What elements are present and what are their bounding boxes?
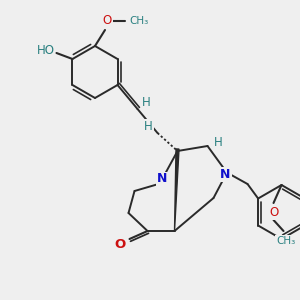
Text: O: O (269, 206, 278, 220)
Polygon shape (175, 149, 179, 231)
Text: CH₃: CH₃ (129, 16, 148, 26)
Text: N: N (157, 172, 168, 185)
Text: O: O (114, 238, 125, 250)
Text: H: H (142, 95, 151, 109)
Text: H: H (144, 119, 153, 133)
Text: N: N (220, 167, 231, 181)
Text: HO: HO (37, 44, 55, 58)
Text: CH₃: CH₃ (276, 236, 295, 246)
Text: O: O (102, 14, 112, 28)
Text: H: H (214, 136, 223, 148)
